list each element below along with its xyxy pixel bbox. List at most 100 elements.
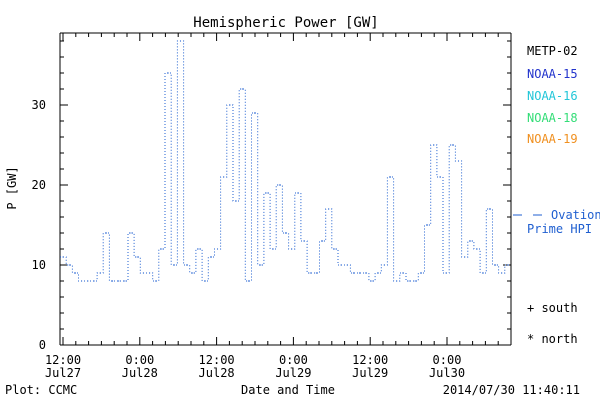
x-tick-label-time: 0:00 (125, 353, 154, 367)
data-point (229, 104, 231, 106)
data-point (346, 264, 348, 266)
data-point (136, 256, 138, 258)
data-point (105, 232, 107, 234)
data-point (87, 280, 89, 282)
data-point (396, 280, 398, 282)
data-point (383, 264, 385, 266)
y-tick-label: 20 (32, 178, 46, 192)
legend-ovation-line2: Prime HPI (527, 222, 592, 236)
data-point (482, 272, 484, 274)
data-point (507, 264, 509, 266)
data-point (457, 160, 460, 162)
data-point (179, 40, 182, 42)
data-point (124, 280, 126, 282)
data-point (488, 208, 490, 210)
data-point (278, 184, 280, 186)
data-point (247, 280, 249, 282)
legend-entry-noaa-18: NOAA-18 (527, 111, 578, 125)
data-point (445, 272, 447, 274)
data-point (93, 280, 95, 282)
plot-frame (59, 32, 512, 346)
data-point (260, 264, 262, 266)
x-axis-label: Date and Time (241, 383, 335, 397)
data-point (470, 240, 472, 242)
x-tick-label-date: Jul27 (45, 366, 81, 380)
data-point (192, 272, 194, 274)
data-point (167, 72, 169, 74)
x-tick-label-time: 0:00 (279, 353, 308, 367)
data-point (371, 280, 373, 282)
data-point (377, 272, 379, 274)
data-point (476, 248, 478, 250)
data-point (142, 272, 144, 274)
legend-north-marker: * north (527, 332, 578, 346)
data-point (210, 256, 212, 258)
data-point (365, 272, 367, 274)
legend-entry-metp-02: METP-02 (527, 44, 578, 58)
data-point (427, 224, 429, 226)
data-point (204, 280, 206, 282)
data-point (389, 176, 392, 178)
chart-title: Hemispheric Power [GW] (193, 15, 378, 31)
data-point (402, 272, 404, 274)
y-tick-label: 0 (39, 338, 46, 352)
legend: METP-02 NOAA-15 NOAA-16 NOAA-18 NOAA-19 … (513, 44, 600, 346)
x-tick-label-time: 12:00 (199, 353, 235, 367)
series-layer (60, 40, 511, 282)
data-point (439, 176, 441, 178)
data-point (99, 272, 101, 274)
data-point (291, 248, 293, 250)
y-tick-label: 10 (32, 258, 46, 272)
data-point (130, 232, 132, 234)
x-tick-label-date: Jul29 (352, 366, 388, 380)
ticks-layer: 010203012:00Jul270:00Jul2812:00Jul280:00… (32, 33, 512, 380)
x-tick-label-time: 12:00 (352, 353, 388, 367)
data-point (359, 272, 361, 274)
data-point (186, 264, 188, 266)
data-point (303, 240, 305, 242)
y-tick-label: 30 (32, 98, 46, 112)
data-point (284, 232, 287, 234)
data-point (223, 176, 225, 178)
data-point (254, 112, 256, 114)
data-point (464, 256, 466, 258)
data-point (414, 280, 416, 282)
data-point (328, 208, 330, 210)
data-point (501, 272, 503, 274)
data-point (62, 256, 64, 258)
data-point (408, 280, 410, 282)
footer-source: Plot: CCMC (5, 383, 77, 397)
data-point (340, 264, 342, 266)
data-point (74, 272, 76, 274)
data-point (216, 248, 219, 250)
data-point (352, 272, 355, 274)
legend-entry-noaa-19: NOAA-19 (527, 132, 578, 146)
data-point (322, 240, 324, 242)
data-point (149, 272, 151, 274)
x-tick-label-time: 12:00 (45, 353, 81, 367)
data-point (266, 192, 268, 194)
data-point (161, 248, 163, 250)
data-point (118, 280, 120, 282)
data-point (155, 280, 157, 282)
x-tick-label-date: Jul30 (429, 366, 465, 380)
data-point (334, 248, 336, 250)
data-point (241, 88, 243, 90)
data-point (433, 144, 435, 146)
x-tick-label-date: Jul28 (199, 366, 235, 380)
data-point (297, 192, 299, 194)
legend-entry-noaa-15: NOAA-15 (527, 67, 578, 81)
data-point (495, 264, 497, 266)
data-point (451, 144, 453, 146)
data-point (315, 272, 317, 274)
legend-ovation-line1: Ovation (551, 208, 600, 222)
data-point (272, 248, 274, 250)
legend-south-marker: + south (527, 301, 578, 315)
series-line-ovation-prime-hpi (60, 40, 511, 282)
data-point (309, 272, 311, 274)
x-tick-label-date: Jul28 (122, 366, 158, 380)
data-point (235, 200, 237, 202)
legend-entry-noaa-16: NOAA-16 (527, 89, 578, 103)
data-point (111, 280, 114, 282)
